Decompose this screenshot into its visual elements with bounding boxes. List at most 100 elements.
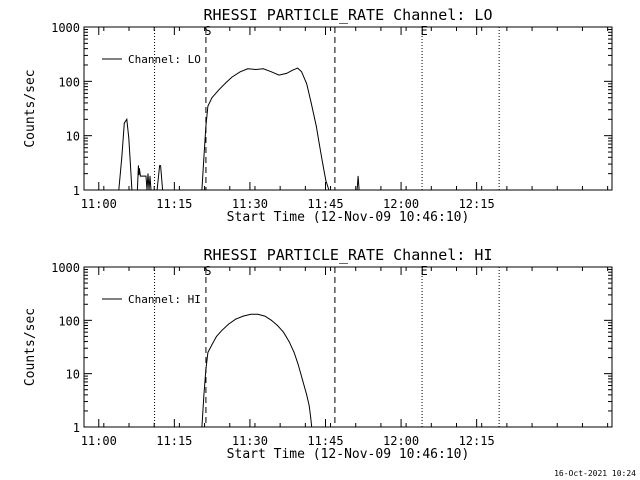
legend-label: Channel: HI	[128, 293, 201, 306]
x-tick-label: 11:45	[307, 197, 343, 211]
chart-title: RHESSI PARTICLE_RATE Channel: LO	[204, 6, 493, 24]
data-point	[247, 68, 249, 70]
data-point	[271, 319, 272, 321]
x-tick-label: 11:30	[232, 434, 268, 448]
data-point	[211, 97, 213, 99]
marker-label: S	[204, 264, 211, 278]
data-point	[262, 68, 264, 70]
x-tick-label: 11:00	[81, 197, 117, 211]
y-axis-label: Counts/sec	[23, 69, 38, 147]
data-point	[164, 189, 166, 191]
panel-1: RHESSI PARTICLE_RATE Channel: LO Counts/s…	[23, 6, 613, 225]
data-point	[205, 369, 207, 370]
data-point	[292, 69, 293, 71]
data-point	[306, 83, 308, 85]
x-tick-label: 11:30	[232, 197, 268, 211]
data-point	[138, 174, 140, 176]
plot-frame	[83, 266, 613, 428]
data-point	[318, 143, 320, 145]
data-point	[308, 405, 310, 407]
data-point	[322, 163, 324, 165]
data-point	[356, 189, 358, 191]
data-point	[250, 313, 252, 315]
y-tick-label: 1000	[51, 21, 80, 35]
data-point	[148, 189, 150, 191]
data-point	[162, 189, 163, 191]
data-point	[218, 89, 220, 91]
x-tick-label: 12:15	[459, 434, 495, 448]
data-point	[145, 175, 147, 177]
data-point	[330, 189, 332, 191]
data-point	[139, 167, 140, 169]
data-point	[228, 323, 229, 325]
data-point	[358, 189, 360, 191]
chart-title: RHESSI PARTICLE_RATE Channel: HI	[204, 246, 493, 264]
data-point	[310, 417, 312, 419]
data-point	[152, 189, 153, 191]
data-point	[235, 318, 237, 320]
data-point	[201, 426, 203, 428]
data-point	[221, 329, 223, 331]
panel-2: RHESSI PARTICLE_RATE Channel: HI Counts/s…	[23, 246, 613, 462]
y-tick-label: 100	[58, 314, 80, 328]
data-point	[159, 165, 160, 167]
data-point	[239, 71, 241, 73]
marker-label: E	[420, 264, 427, 278]
data-point	[123, 122, 125, 124]
data-point	[141, 175, 142, 177]
data-point	[203, 394, 205, 396]
y-tick-label: 100	[58, 75, 80, 89]
data-point	[146, 189, 148, 191]
data-point	[277, 325, 278, 326]
data-point	[131, 189, 133, 191]
x-tick-label: 11:00	[81, 434, 117, 448]
data-point	[140, 175, 141, 177]
data-point	[207, 352, 209, 353]
data-point	[242, 315, 244, 317]
x-axis-label: Start Time (12-Nov-09 10:46:10)	[227, 447, 470, 462]
legend-label: Channel: LO	[128, 53, 201, 66]
data-point	[264, 315, 266, 317]
data-point	[211, 344, 213, 346]
data-point	[138, 165, 139, 167]
data-point	[357, 175, 359, 177]
data-point	[328, 189, 330, 191]
x-tick-label: 11:45	[307, 434, 343, 448]
x-tick-label: 12:00	[383, 434, 419, 448]
data-point	[286, 72, 287, 74]
y-tick-label: 10	[66, 130, 80, 144]
data-point	[166, 189, 168, 191]
data-point	[207, 105, 209, 107]
data-point	[156, 189, 158, 191]
x-tick-label: 11:15	[156, 434, 192, 448]
data-point	[169, 189, 171, 191]
data-point	[225, 82, 227, 83]
data-point	[150, 189, 152, 191]
marker-label: S	[204, 24, 211, 38]
data-point	[147, 173, 149, 175]
data-point	[257, 313, 259, 315]
y-axis-label: Counts/sec	[23, 308, 38, 386]
data-point	[118, 189, 120, 191]
data-point	[144, 175, 145, 177]
data-point	[121, 156, 123, 158]
data-point	[203, 156, 205, 158]
data-point	[325, 180, 327, 181]
data-point	[306, 394, 308, 396]
data-point	[201, 189, 203, 191]
marker-label: E	[420, 24, 427, 38]
data-point	[310, 102, 312, 104]
x-tick-label: 11:15	[156, 197, 192, 211]
data-point	[137, 189, 138, 191]
data-point	[288, 341, 290, 342]
data-point	[315, 125, 317, 127]
data-point	[301, 71, 303, 73]
data-point	[297, 67, 299, 69]
data-point	[271, 71, 272, 73]
y-tick-label: 10	[66, 368, 80, 382]
data-point	[311, 426, 313, 428]
data-point	[149, 175, 151, 177]
y-tick-label: 1	[73, 421, 80, 435]
data-point	[142, 175, 144, 177]
